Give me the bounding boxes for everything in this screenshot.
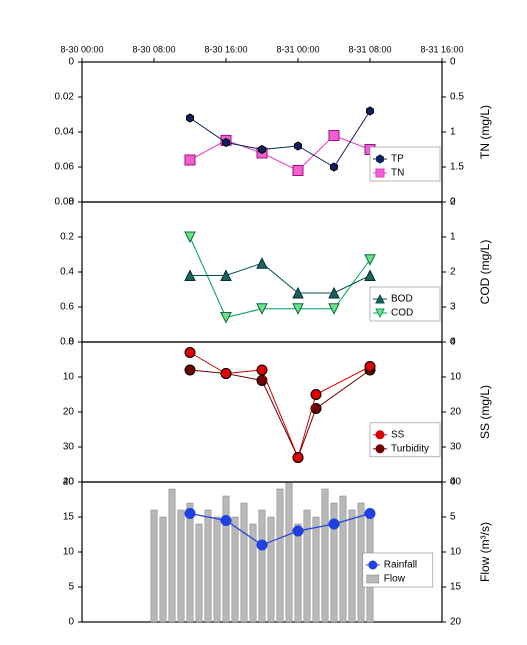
svg-text:SS: SS [391,429,405,440]
svg-text:0: 0 [68,617,74,628]
svg-text:20: 20 [450,617,462,628]
svg-text:10: 10 [63,372,75,383]
svg-text:3: 3 [450,302,456,313]
svg-text:TN: TN [391,168,404,179]
svg-text:0.4: 0.4 [60,267,74,278]
svg-text:10: 10 [450,547,462,558]
svg-text:8-31 08:00: 8-31 08:00 [348,44,391,54]
svg-text:0.06: 0.06 [55,162,75,173]
svg-text:0.5: 0.5 [450,92,464,103]
svg-text:2: 2 [450,267,456,278]
svg-text:Flow (m³/s): Flow (m³/s) [478,522,492,582]
svg-text:0.2: 0.2 [60,232,74,243]
svg-text:15: 15 [450,582,462,593]
chart-svg: 0510152005101520Flow (m³/s)FlowRainfall0… [12,12,515,632]
svg-text:15: 15 [63,512,75,523]
chart-container: 0510152005101520Flow (m³/s)FlowRainfall0… [0,0,527,645]
svg-text:30: 30 [63,442,75,453]
svg-text:10: 10 [450,372,462,383]
svg-text:40: 40 [63,477,75,488]
svg-text:1: 1 [450,232,456,243]
svg-text:COD (mg/L): COD (mg/L) [478,240,492,305]
svg-text:30: 30 [450,442,462,453]
svg-text:8-31 00:00: 8-31 00:00 [276,44,319,54]
svg-text:8-30 00:00: 8-30 00:00 [60,44,103,54]
svg-text:20: 20 [450,407,462,418]
svg-text:40: 40 [450,477,462,488]
svg-text:2: 2 [450,197,456,208]
svg-text:TP: TP [391,154,404,165]
svg-text:0.02: 0.02 [55,92,75,103]
svg-text:20: 20 [63,407,75,418]
svg-text:1.5: 1.5 [450,162,464,173]
svg-text:0.8: 0.8 [60,337,74,348]
svg-text:TN (mg/L): TN (mg/L) [478,105,492,159]
svg-text:8-31 16:00: 8-31 16:00 [420,44,463,54]
svg-text:0: 0 [450,57,456,68]
svg-text:Turbidity: Turbidity [391,443,429,454]
svg-text:Flow: Flow [384,574,406,585]
svg-text:Rainfall: Rainfall [384,560,417,571]
svg-text:8-30 16:00: 8-30 16:00 [204,44,247,54]
svg-text:10: 10 [63,547,75,558]
svg-text:5: 5 [68,582,74,593]
svg-text:0.08: 0.08 [55,197,75,208]
svg-text:0.04: 0.04 [55,127,75,138]
svg-text:0: 0 [68,57,74,68]
svg-text:BOD: BOD [391,294,413,305]
svg-text:COD: COD [391,308,413,319]
svg-text:SS (mg/L): SS (mg/L) [478,385,492,439]
svg-text:5: 5 [450,512,456,523]
svg-text:4: 4 [450,337,456,348]
svg-text:8-30 08:00: 8-30 08:00 [132,44,175,54]
svg-text:0.6: 0.6 [60,302,74,313]
svg-text:1: 1 [450,127,456,138]
